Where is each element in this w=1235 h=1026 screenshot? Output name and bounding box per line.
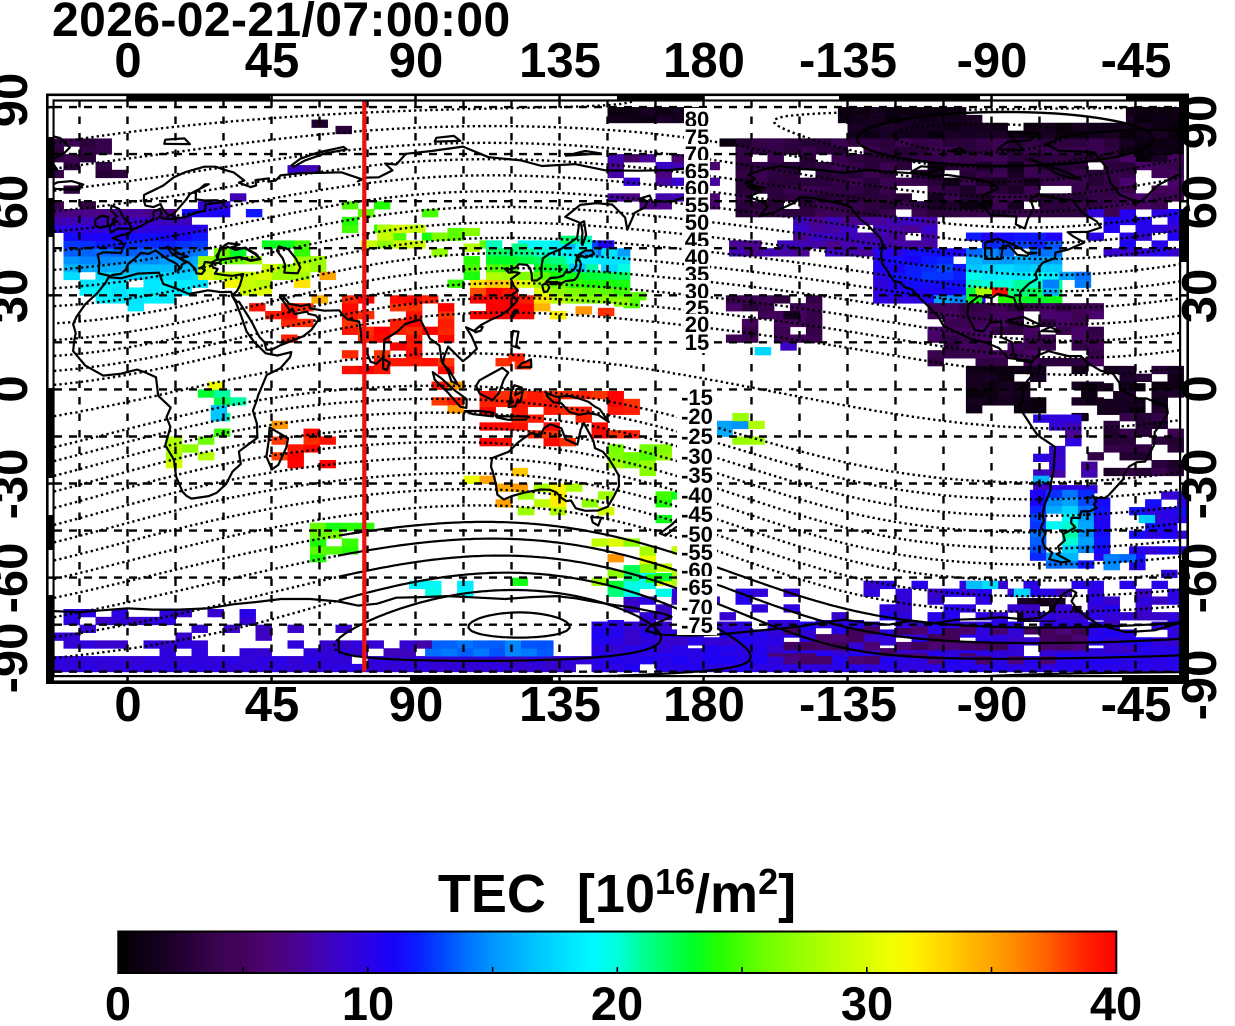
svg-text:-25: -25 [681, 424, 713, 449]
svg-text:-90: -90 [957, 678, 1028, 732]
svg-text:-15: -15 [681, 385, 713, 410]
svg-text:-30: -30 [1173, 449, 1227, 520]
svg-text:60: 60 [0, 175, 38, 230]
svg-text:40: 40 [1090, 977, 1142, 1021]
svg-text:30: 30 [1173, 269, 1227, 324]
svg-text:-45: -45 [1101, 678, 1172, 732]
svg-text:-65: -65 [681, 575, 713, 600]
svg-text:-135: -135 [799, 34, 897, 88]
svg-text:0: 0 [114, 678, 141, 732]
svg-text:-30: -30 [0, 449, 38, 520]
svg-text:90: 90 [389, 678, 444, 732]
svg-text:-45: -45 [681, 502, 713, 527]
svg-text:10: 10 [342, 977, 394, 1021]
svg-text:0: 0 [105, 977, 131, 1021]
svg-text:0: 0 [1173, 375, 1227, 402]
svg-text:-90: -90 [1173, 650, 1227, 721]
svg-text:0: 0 [114, 34, 141, 88]
svg-text:-60: -60 [1173, 543, 1227, 614]
svg-text:30: 30 [0, 269, 38, 324]
svg-text:45: 45 [245, 34, 300, 88]
svg-text:-45: -45 [1101, 34, 1172, 88]
svg-text:0: 0 [0, 375, 38, 402]
svg-text:90: 90 [0, 73, 38, 128]
svg-text:-35: -35 [681, 463, 713, 488]
svg-text:30: 30 [841, 977, 893, 1021]
svg-text:135: 135 [519, 34, 601, 88]
svg-text:-20: -20 [681, 404, 713, 429]
svg-text:-40: -40 [681, 483, 713, 508]
svg-text:180: 180 [663, 34, 745, 88]
svg-text:20: 20 [591, 977, 643, 1021]
svg-text:90: 90 [1173, 95, 1227, 150]
svg-text:-135: -135 [799, 678, 897, 732]
svg-text:2026-02-21/07:00:00: 2026-02-21/07:00:00 [52, 0, 511, 47]
svg-text:-60: -60 [0, 543, 38, 614]
svg-text:-75: -75 [681, 613, 713, 638]
svg-text:135: 135 [519, 678, 601, 732]
svg-text:45: 45 [245, 678, 300, 732]
svg-text:-90: -90 [957, 34, 1028, 88]
svg-text:-90: -90 [0, 623, 38, 694]
svg-text:180: 180 [663, 678, 745, 732]
svg-text:15: 15 [685, 330, 709, 355]
svg-text:60: 60 [1173, 175, 1227, 230]
svg-text:90: 90 [389, 34, 444, 88]
svg-text:TEC [1016/m2]: TEC [1016/m2] [438, 861, 796, 924]
